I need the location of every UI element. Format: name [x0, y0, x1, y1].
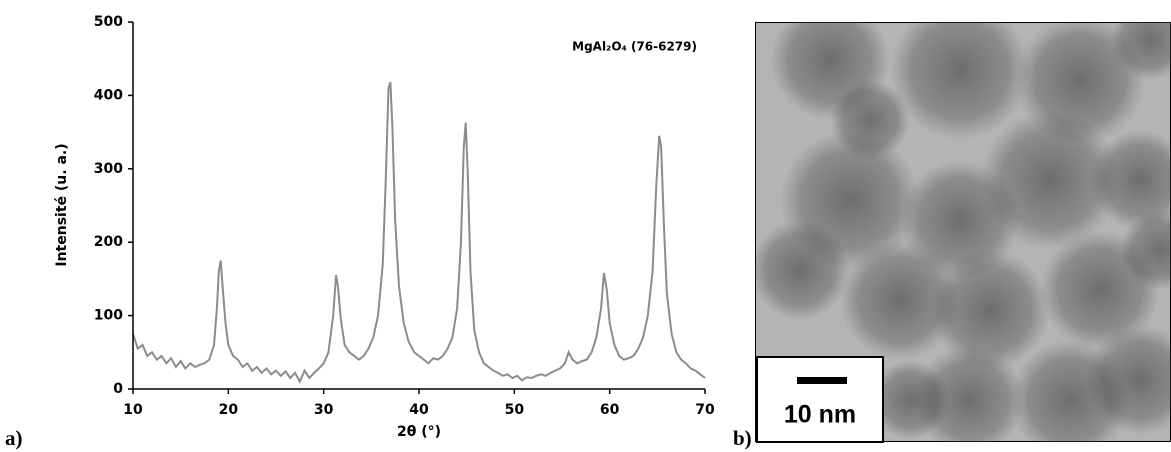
y-tick-label: 100 [94, 308, 123, 324]
tem-image [755, 22, 1171, 442]
panel-label: a) [5, 426, 23, 450]
x-tick-label: 40 [409, 402, 429, 418]
x-tick-label: 30 [314, 402, 334, 418]
x-tick-label: 50 [505, 402, 525, 418]
scale-box [756, 356, 884, 443]
y-tick-label: 400 [94, 87, 123, 103]
scale-label: 10 nm [784, 401, 856, 429]
y-tick-label: 500 [94, 14, 123, 30]
y-tick-label: 0 [113, 381, 123, 397]
x-tick-label: 70 [695, 402, 715, 418]
x-axis-label: 2θ (°) [397, 424, 441, 440]
y-axis-label: Intensité (u. a.) [54, 143, 70, 266]
y-tick-label: 200 [94, 234, 123, 250]
x-tick-label: 20 [219, 402, 239, 418]
annotation: MgAl₂O₄ (76-6279) [572, 40, 697, 54]
x-tick-label: 60 [600, 402, 620, 418]
panel-label: b) [733, 426, 752, 450]
y-tick-label: 300 [94, 161, 123, 177]
x-tick-label: 10 [123, 402, 143, 418]
scale-bar [797, 377, 847, 384]
data-line [132, 81, 706, 384]
